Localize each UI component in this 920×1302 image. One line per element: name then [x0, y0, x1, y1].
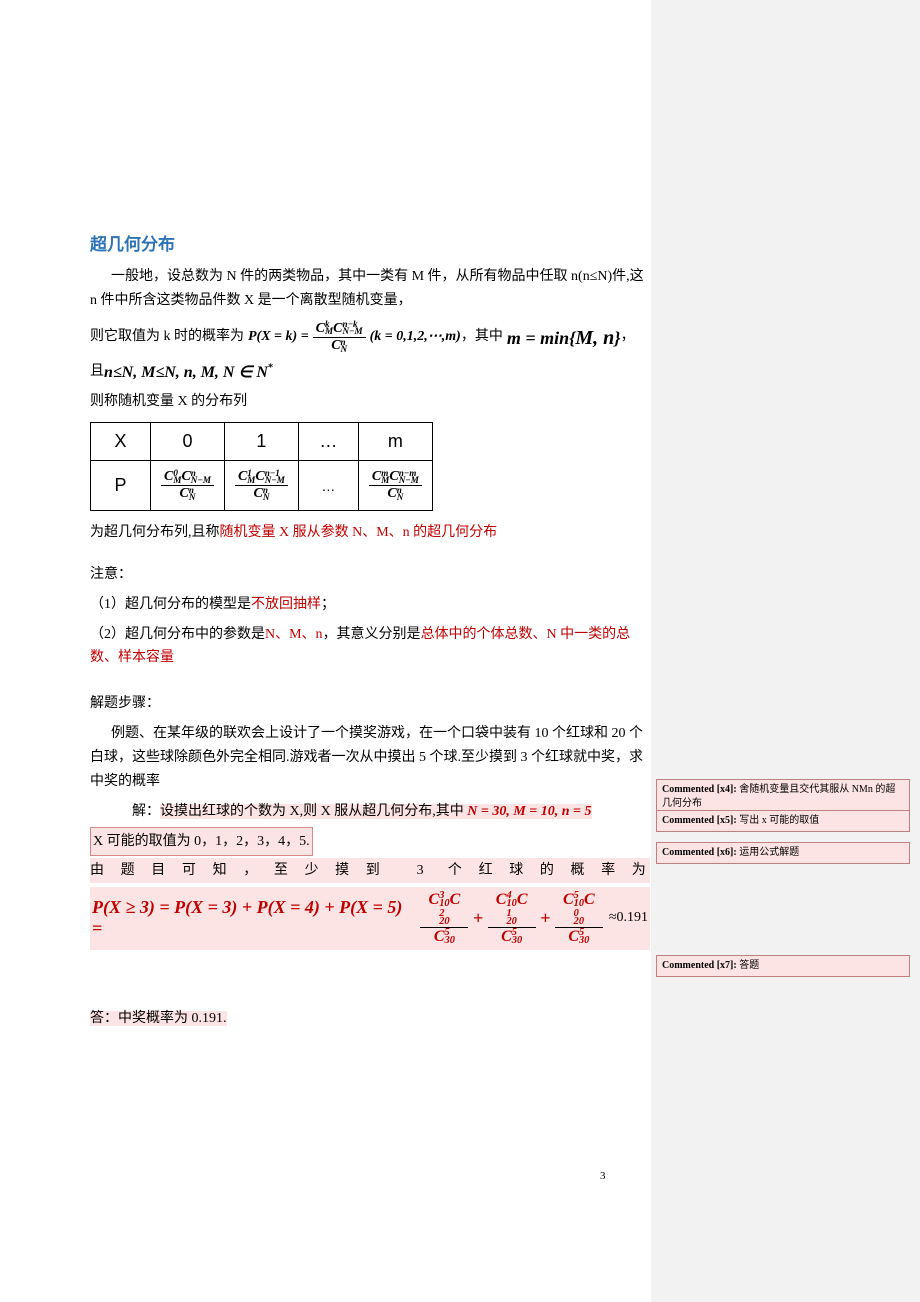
example-intro: 例题、在某年级的联欢会上设计了一个摸奖游戏，在一个口袋中装有 10 个红球和 2… [90, 722, 650, 793]
page-content: 超几何分布 一般地，设总数为 N 件的两类物品，其中一类有 M 件，从所有物品中… [90, 230, 650, 1033]
main-formula-row: 则它取值为 k 时的概率为 P(X = k) = CkMCn−kN−M CnN … [90, 321, 650, 356]
dist-lead: 则称随机变量 X 的分布列 [90, 390, 650, 414]
solution-l2-hl: X 可能的取值为 0，1，2，3，4，5. [90, 827, 313, 856]
approx-value: ≈0.191 [609, 910, 648, 926]
note2-a: （2）超几何分布中的参数是 [90, 627, 265, 642]
notes-title: 注意： [90, 563, 650, 587]
comment-label: Commented [x5]: [662, 815, 737, 826]
comment-x6[interactable]: Commented [x6]: 运用公式解题 [656, 842, 910, 864]
table-cell: P [91, 461, 151, 511]
big-formula: P(X ≥ 3) = P(X = 3) + P(X = 4) + P(X = 5… [90, 887, 650, 950]
table-row: X 0 1 … m [91, 423, 433, 461]
intro-para: 一般地，设总数为 N 件的两类物品，其中一类有 M 件，从所有物品中任取 n(n… [90, 265, 650, 313]
solution-line-1: 解：设摸出红球的个数为 X,则 X 服从超几何分布,其中 N = 30, M =… [90, 799, 650, 824]
constraints-row: 且 n≤N, M≤N, n, M, N ∈ N* [90, 363, 650, 382]
comment-text: 写出 x 可能的取值 [739, 815, 819, 826]
comment-margin-bg [651, 0, 920, 1302]
distribution-table: X 0 1 … m P C0MCnN−MCnN C1MCn−1N−MCnN … … [90, 422, 433, 511]
steps-title: 解题步骤： [90, 692, 650, 716]
note1-red: 不放回抽样 [251, 597, 321, 612]
formula-comma: ， [621, 329, 635, 346]
answer-line: 答：中奖概率为 0.191. [90, 1006, 650, 1031]
comment-label: Commented [x7]: [662, 960, 737, 971]
table-cell: CmMCn−mN−MCnN [358, 461, 432, 511]
table-cell: C0MCnN−MCnN [151, 461, 225, 511]
constraints-lead: 且 [90, 364, 104, 381]
solution-l1-hl: 设摸出红球的个数为 X,则 X 服从超几何分布,其中 N = 30, M = 1… [160, 804, 592, 819]
table-row: P C0MCnN−MCnN C1MCn−1N−MCnN … CmMCn−mN−M… [91, 461, 433, 511]
formula-lhs: P(X = k) = [248, 329, 309, 346]
table-cell: … [298, 461, 358, 511]
answer-hl: 答：中奖概率为 0.191. [90, 1011, 227, 1026]
solution-lead: 解： [132, 804, 160, 819]
comment-label: Commented [x6]: [662, 847, 737, 858]
formula-lead: 则它取值为 k 时的概率为 [90, 329, 244, 346]
formula-paren: (k = 0,1,2,⋯,m) [370, 329, 461, 346]
dist-conclusion: 为超几何分布列,且称随机变量 X 服从参数 N、M、n 的超几何分布 [90, 521, 650, 545]
comment-text: 运用公式解题 [739, 847, 799, 858]
constraints: n≤N, M≤N, n, M, N ∈ N* [104, 363, 273, 382]
frac-term-3: C510C020C530 [555, 891, 603, 946]
solution-l1-a: 设摸出红球的个数为 X,则 X 服从超几何分布,其中 [160, 804, 464, 819]
page-number: 3 [600, 1170, 606, 1182]
note1-b: ； [321, 597, 335, 612]
table-cell: X [91, 423, 151, 461]
frac-term-2: C410C120C530 [488, 891, 536, 946]
table-cell: 0 [151, 423, 225, 461]
dist-conclusion-text: 为超几何分布列,且称 [90, 525, 220, 540]
dist-conclusion-red: 随机变量 X 服从参数 N、M、n 的超几何分布 [220, 525, 498, 540]
comment-x5[interactable]: Commented [x5]: 写出 x 可能的取值 [656, 810, 910, 832]
note1-a: （1）超几何分布的模型是 [90, 597, 251, 612]
plus-2: + [536, 908, 555, 929]
formula-where: ，其中 [461, 329, 503, 346]
solution-l1-red: N = 30, M = 10, n = 5 [467, 804, 591, 819]
formula-frac: CkMCn−kN−M CnN [313, 321, 366, 356]
note-1: （1）超几何分布的模型是不放回抽样； [90, 593, 650, 617]
frac-term-1: C310C220C530 [420, 891, 468, 946]
note2-red1: N、M、n [265, 627, 323, 642]
note-2: （2）超几何分布中的参数是N、M、n，其意义分别是总体中的个体总数、N 中一类的… [90, 623, 650, 671]
comment-x7[interactable]: Commented [x7]: 答题 [656, 955, 910, 977]
solution-line-2: X 可能的取值为 0，1，2，3，4，5. [90, 827, 650, 856]
comment-text: 答题 [739, 960, 759, 971]
table-cell: … [298, 423, 358, 461]
solution-line-3: 由题目可知，至少摸到 3 个红球的概率为 [90, 858, 650, 883]
table-cell: C1MCn−1N−MCnN [224, 461, 298, 511]
table-cell: 1 [224, 423, 298, 461]
big-formula-lhs: P(X ≥ 3) = P(X = 3) + P(X = 4) + P(X = 5… [92, 897, 420, 939]
plus-1: + [468, 908, 487, 929]
section-title: 超几何分布 [90, 230, 650, 255]
formula-m-def: m = min{M, n} [507, 326, 621, 350]
comment-label: Commented [x4]: [662, 784, 737, 795]
note2-b: ，其意义分别是 [323, 627, 421, 642]
table-cell: m [358, 423, 432, 461]
